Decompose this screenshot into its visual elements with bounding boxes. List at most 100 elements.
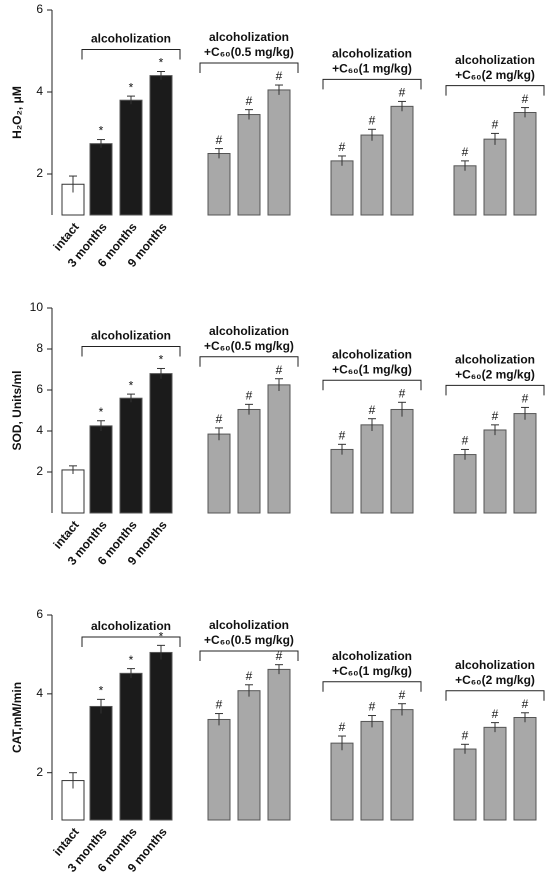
bar bbox=[61, 469, 85, 514]
significance-marker: * bbox=[99, 124, 104, 138]
group-label: alcoholization bbox=[455, 53, 535, 67]
group-label: alcoholization bbox=[91, 619, 171, 633]
y-axis-label: H₂O₂, μM bbox=[10, 86, 24, 139]
y-tick-label: 8 bbox=[36, 341, 43, 355]
bar bbox=[119, 99, 143, 216]
y-tick-label: 4 bbox=[36, 423, 43, 437]
bracket bbox=[81, 345, 181, 357]
y-tick-label: 4 bbox=[36, 686, 43, 700]
group-label: +C₆₀(1 mg/kg) bbox=[332, 664, 412, 678]
bar bbox=[390, 709, 414, 821]
bar bbox=[513, 413, 537, 514]
significance-marker: # bbox=[276, 363, 283, 377]
bar bbox=[149, 651, 173, 821]
significance-marker: # bbox=[399, 386, 406, 400]
bar bbox=[330, 448, 354, 514]
significance-marker: # bbox=[369, 403, 376, 417]
significance-marker: # bbox=[339, 720, 346, 734]
significance-marker: # bbox=[399, 688, 406, 702]
group-label: alcoholization bbox=[455, 353, 535, 367]
bracket bbox=[199, 650, 299, 661]
bar bbox=[483, 138, 507, 216]
bracket bbox=[322, 78, 422, 90]
significance-marker: * bbox=[99, 405, 104, 419]
group-label: alcoholization bbox=[209, 618, 289, 632]
bar bbox=[237, 408, 261, 514]
group-label: alcoholization bbox=[91, 329, 171, 343]
significance-marker: * bbox=[129, 378, 134, 392]
group-label: +C₆₀(1 mg/kg) bbox=[332, 62, 412, 76]
significance-marker: # bbox=[216, 412, 223, 426]
bar bbox=[267, 89, 291, 216]
bar bbox=[119, 672, 143, 821]
significance-marker: * bbox=[129, 653, 134, 667]
y-tick-label: 2 bbox=[36, 765, 43, 779]
y-tick-label: 6 bbox=[36, 382, 43, 396]
y-tick-label: 4 bbox=[36, 84, 43, 98]
bracket bbox=[81, 49, 181, 60]
bar bbox=[149, 75, 173, 216]
bracket bbox=[445, 384, 545, 396]
bar bbox=[453, 748, 477, 821]
significance-marker: # bbox=[216, 698, 223, 712]
bar bbox=[360, 424, 384, 514]
group-label: +C₆₀(0.5 mg/kg) bbox=[204, 633, 294, 647]
y-axis-label: SOD, Units/ml bbox=[10, 370, 24, 450]
bar bbox=[267, 668, 291, 821]
significance-marker: # bbox=[492, 707, 499, 721]
bar bbox=[513, 112, 537, 216]
group-label: alcoholization bbox=[455, 658, 535, 672]
significance-marker: # bbox=[369, 113, 376, 127]
bar bbox=[207, 718, 231, 821]
bar bbox=[207, 153, 231, 216]
bracket bbox=[322, 681, 422, 692]
bar bbox=[237, 114, 261, 216]
significance-marker: # bbox=[339, 140, 346, 154]
group-label: alcoholization bbox=[209, 324, 289, 338]
significance-marker: # bbox=[492, 409, 499, 423]
bar bbox=[89, 143, 113, 216]
significance-marker: # bbox=[246, 669, 253, 683]
bar bbox=[360, 720, 384, 821]
significance-marker: # bbox=[462, 434, 469, 448]
bar bbox=[513, 717, 537, 821]
bracket bbox=[81, 636, 181, 647]
group-label: alcoholization bbox=[91, 32, 171, 46]
group-label: +C₆₀(0.5 mg/kg) bbox=[204, 45, 294, 59]
y-tick-label: 2 bbox=[36, 464, 43, 478]
significance-marker: * bbox=[159, 56, 164, 70]
bar bbox=[149, 373, 173, 514]
significance-marker: * bbox=[159, 353, 164, 367]
bar bbox=[453, 454, 477, 514]
y-tick-label: 2 bbox=[36, 166, 43, 180]
group-label: +C₆₀(2 mg/kg) bbox=[455, 673, 535, 687]
group-label: +C₆₀(1 mg/kg) bbox=[332, 362, 412, 376]
significance-marker: * bbox=[99, 684, 104, 698]
bar bbox=[119, 397, 143, 514]
bar bbox=[237, 690, 261, 821]
bar bbox=[483, 429, 507, 514]
bar bbox=[360, 134, 384, 216]
y-tick-label: 6 bbox=[36, 607, 43, 621]
bar bbox=[453, 165, 477, 216]
significance-marker: * bbox=[129, 80, 134, 94]
bar bbox=[483, 726, 507, 821]
bar bbox=[390, 105, 414, 216]
significance-marker: # bbox=[216, 133, 223, 147]
bar bbox=[207, 433, 231, 514]
significance-marker: # bbox=[522, 697, 529, 711]
group-label: alcoholization bbox=[332, 347, 412, 361]
group-label: +C₆₀(0.5 mg/kg) bbox=[204, 339, 294, 353]
y-tick-label: 6 bbox=[36, 2, 43, 16]
bracket bbox=[322, 379, 422, 391]
group-label: +C₆₀(2 mg/kg) bbox=[455, 68, 535, 82]
y-tick-label: 10 bbox=[30, 300, 44, 314]
significance-marker: # bbox=[246, 389, 253, 403]
significance-marker: # bbox=[522, 92, 529, 106]
y-axis-label: CAT,mM/min bbox=[10, 682, 24, 753]
significance-marker: # bbox=[369, 700, 376, 714]
bracket bbox=[445, 85, 545, 96]
group-label: alcoholization bbox=[332, 649, 412, 663]
significance-marker: # bbox=[522, 392, 529, 406]
